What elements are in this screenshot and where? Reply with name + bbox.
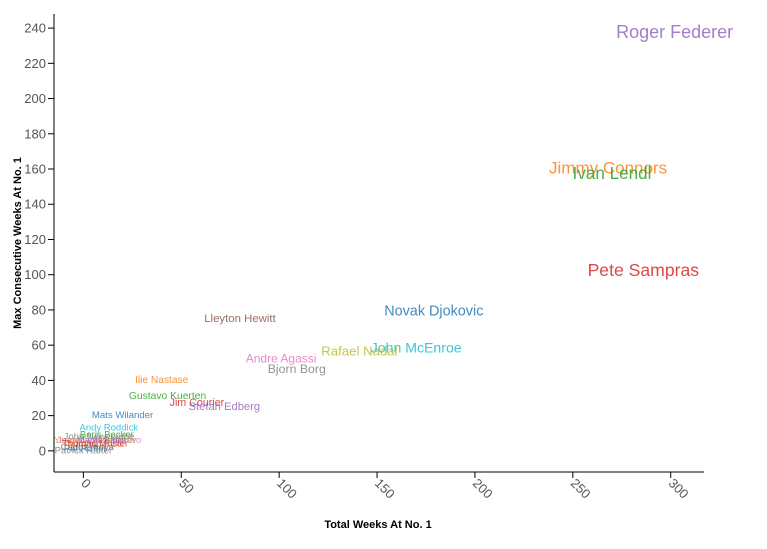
data-point-label: Patrick Rafter: [55, 445, 113, 456]
data-point-label: Mats Wilander: [92, 410, 154, 421]
x-axis-title: Total Weeks At No. 1: [324, 519, 431, 531]
y-tick-label: 200: [24, 91, 46, 106]
data-point-label: Ivan Lendl: [573, 164, 652, 183]
x-tick-label: 150: [372, 476, 398, 502]
y-tick-label: 220: [24, 56, 46, 71]
y-tick-label: 80: [32, 302, 46, 317]
x-tick-label: 250: [568, 476, 594, 502]
y-axis-title: Max Consecutive Weeks At No. 1: [12, 157, 24, 329]
y-tick-label: 240: [24, 21, 46, 36]
y-tick-label: 60: [32, 338, 46, 353]
x-tick-label: 100: [274, 476, 300, 502]
data-point-label: Roger Federer: [616, 22, 733, 42]
data-point-label: Jim Courier: [170, 397, 225, 409]
y-tick-label: 160: [24, 162, 46, 177]
data-point-label: Rafael Nadal: [321, 344, 397, 359]
data-point-label: Andy Roddick: [80, 422, 139, 433]
data-point-label: Boris Becker: [80, 430, 134, 441]
data-point-label: Lleyton Hewitt: [204, 313, 276, 325]
data-point-label: Pat Rafter: [64, 444, 107, 455]
data-point-label: Bjorn Borg: [268, 362, 326, 376]
data-point-label: Carlos Moya: [61, 442, 115, 453]
y-tick-label: 20: [32, 408, 46, 423]
y-tick-label: 180: [24, 126, 46, 141]
data-point-label: John Newcombe: [64, 431, 135, 442]
data-point-label: Juan Carlos Ferrero: [57, 435, 141, 446]
y-axis: 0 20 40 60 80 100 120 140 160 180 200 220 240: [24, 14, 55, 472]
x-tick-label: 0: [78, 476, 94, 492]
data-point-label: Andre Agassi: [246, 351, 317, 365]
data-point-label: Pete Sampras: [588, 260, 700, 280]
data-point-label: Novak Djokovic: [384, 303, 483, 319]
y-tick-label: 0: [39, 443, 46, 458]
data-point-label: Ilie Nastase: [135, 375, 189, 386]
y-tick-label: 140: [24, 197, 46, 212]
y-tick-label: 100: [24, 267, 46, 282]
data-point-label: John McEnroe: [371, 339, 462, 355]
data-point-label: Jimmy Connors: [549, 158, 667, 177]
data-point-label: Yevgeny Kafelnikov: [54, 435, 137, 446]
x-tick-label: 300: [666, 476, 692, 502]
data-point-label: Gustavo Kuerten: [129, 391, 207, 402]
x-tick-label: 50: [176, 476, 197, 497]
data-point-label: Thomas Muster: [62, 438, 128, 449]
x-axis: 0 50 100 150 200 250 300: [54, 471, 704, 502]
data-point-label: Stefan Edberg: [189, 401, 261, 413]
y-tick-label: 40: [32, 373, 46, 388]
data-point-label: Marcelo Rios: [67, 438, 123, 449]
y-tick-label: 120: [24, 232, 46, 247]
data-point-label: Marat Safin: [77, 435, 126, 446]
x-tick-label: 200: [470, 476, 496, 502]
